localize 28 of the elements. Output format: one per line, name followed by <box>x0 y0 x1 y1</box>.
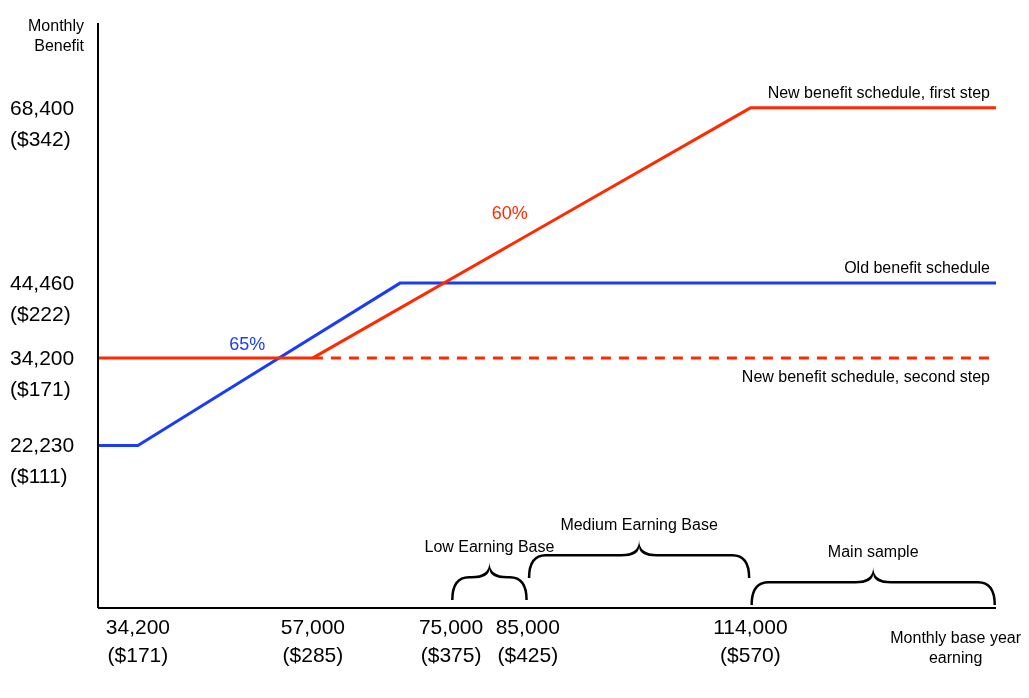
annotation: Low Earning Base <box>424 538 555 555</box>
x-tick-label: 34,200 <box>105 615 171 638</box>
y-tick-label: 34,200 <box>10 345 75 369</box>
series-label: New benefit schedule, first step <box>767 83 991 101</box>
y-tick-label: 68,400 <box>10 95 75 119</box>
x2-tick-label: ($375) <box>420 643 482 666</box>
x-tick-label: 75,000 <box>418 615 484 638</box>
y2-tick-label: ($222) <box>10 302 71 326</box>
y2-tick-label: ($342) <box>10 126 71 150</box>
annotation: Medium Earning Base <box>560 516 718 533</box>
x-tick-label: 85,000 <box>495 615 560 638</box>
series-label: Old benefit schedule <box>844 258 991 276</box>
y2-tick-label: ($171) <box>10 376 71 400</box>
x-axis-title: Monthly base year earning <box>890 628 1021 668</box>
x-tick-label: 57,000 <box>280 615 346 638</box>
annotation: 60% <box>491 202 528 223</box>
series-label: New benefit schedule, second step <box>741 367 991 385</box>
y-axis-title: Monthly Benefit <box>28 16 85 56</box>
annotation: Main sample <box>827 543 919 560</box>
y2-tick-label: ($111) <box>10 464 68 488</box>
x2-tick-label: ($171) <box>107 643 169 666</box>
x2-tick-label: ($425) <box>497 643 559 666</box>
annotation: 65% <box>229 334 266 355</box>
y-tick-label: 22,230 <box>10 433 75 457</box>
x2-tick-label: ($285) <box>282 643 344 666</box>
y-tick-label: 44,460 <box>10 270 75 294</box>
x2-tick-label: ($570) <box>720 643 781 666</box>
x-tick-label: 114,000 <box>713 615 788 638</box>
